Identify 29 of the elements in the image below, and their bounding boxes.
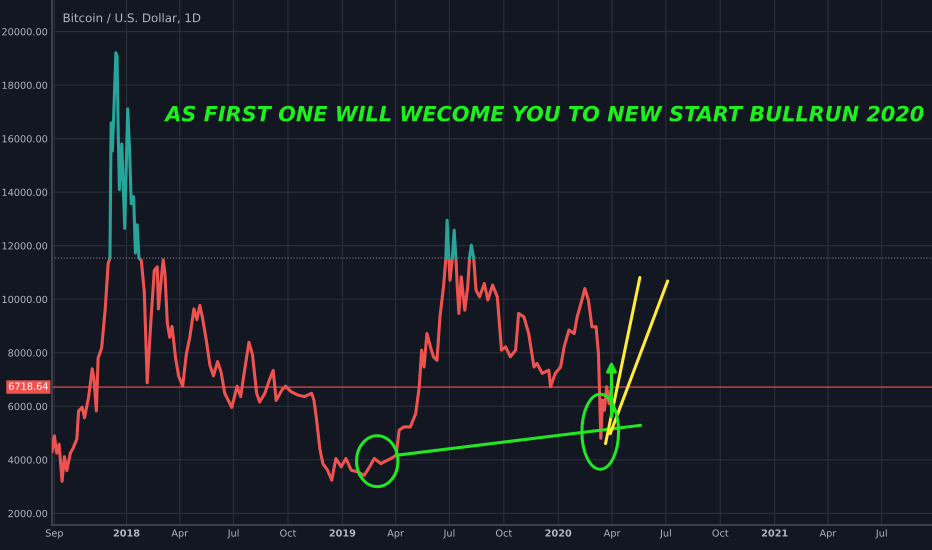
y-tick-label: 14000.00: [2, 188, 48, 196]
annotation: AS FIRST ONE WILL WECOME YOU TO NEW START BULLRUN 2020: [164, 106, 924, 122]
y-tick-label: 6000.00: [8, 402, 48, 410]
ref-line-label: 6718.64: [8, 382, 48, 390]
x-tick-label: Apr: [604, 529, 620, 539]
x-tick-label: 2019: [330, 529, 356, 537]
y-tick-label: 8000.00: [8, 349, 48, 357]
y-tick-label: 16000.00: [2, 135, 48, 142]
x-tick-label: Apr: [171, 529, 188, 539]
y-tick-label: 18000.00: [2, 82, 48, 89]
x-tick-label: 2018: [114, 529, 140, 537]
x-tick-label: Jul: [227, 529, 239, 538]
x-tick-label: Apr: [820, 529, 836, 539]
text: Bitcoin / U.S. Dollar, 1D: [64, 13, 200, 24]
y-tick-label: 12000.00: [2, 242, 48, 250]
x-tick-label: Apr: [387, 529, 404, 539]
x-tick-label: Sep: [46, 529, 63, 539]
x-tick-label: Jul: [660, 529, 671, 538]
y-tick-label: 10000.00: [2, 296, 48, 304]
x-tick-label: Oct: [496, 529, 512, 537]
x-tick-label: Jul: [443, 529, 454, 538]
y-tick-label: 2000.00: [8, 510, 48, 518]
y-tick-label: 4000.00: [8, 456, 48, 464]
y-tick-label: 20000.00: [2, 28, 48, 36]
x-tick-label: Oct: [712, 529, 728, 537]
x-tick-label: 2020: [545, 529, 572, 537]
x-tick-label: Oct: [280, 529, 296, 537]
x-tick-label: Jul: [875, 529, 887, 538]
x-tick-label: 2021: [762, 529, 788, 537]
